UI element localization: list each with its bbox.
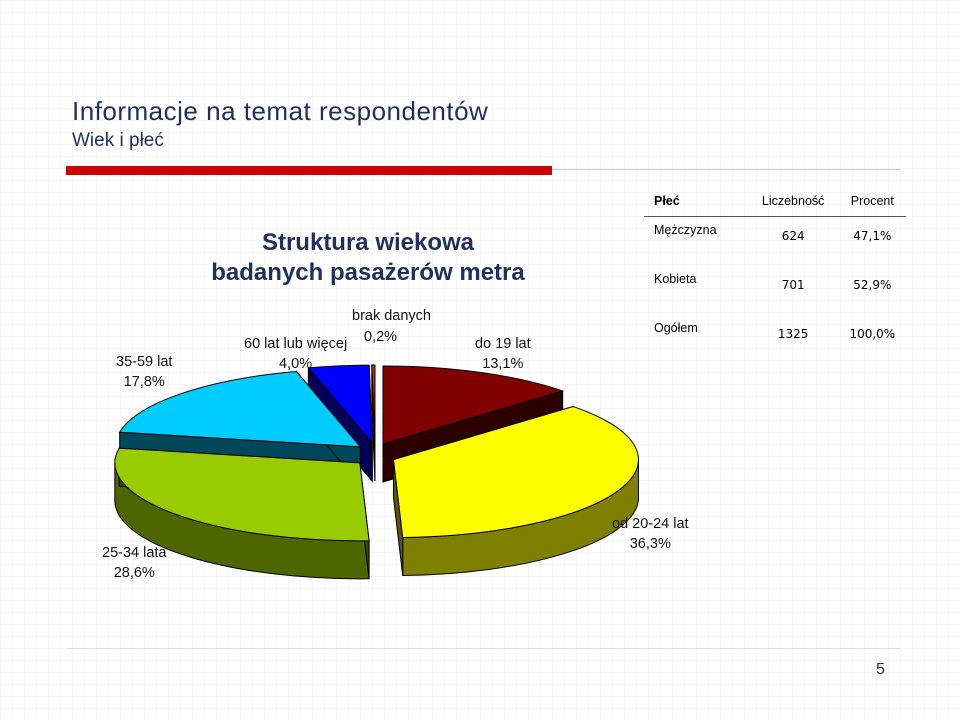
pie-slice-35-59-lat — [118, 371, 362, 448]
footer-rule — [66, 648, 900, 649]
table-cell-category: Ogółem — [654, 321, 698, 335]
table-cell-percent: 52,9% — [853, 278, 892, 292]
pie-slice-do-19-lat — [382, 365, 565, 445]
table-cell-category: Mężczyzna — [654, 223, 717, 237]
pie-label-name: 60 lat lub więcej — [244, 336, 348, 352]
table-row: Ogółem 1325 100,0% — [644, 315, 906, 364]
pie-slice-25-34-lata — [114, 447, 370, 542]
table-row: Mężczyzna 624 47,1% — [644, 217, 906, 267]
pie-label-value: 28,6% — [113, 565, 155, 581]
title-rule — [66, 166, 552, 175]
pie-label-name: brak danych — [352, 308, 431, 324]
pie-label-name: 25-34 lata — [102, 545, 167, 561]
pie-slice-od-20-24-lat — [392, 406, 639, 539]
pie-label-name: od 20-24 lat — [612, 516, 689, 532]
page-number: 5 — [876, 661, 885, 678]
pie-label-value: 17,8% — [123, 374, 165, 390]
table-cell-count: 1325 — [777, 327, 809, 341]
pie-label-name: 35-59 lat — [116, 354, 173, 370]
gender-table: Płeć Liczebność Procent Mężczyzna 624 47… — [644, 186, 906, 364]
table-header: Procent — [838, 186, 906, 217]
pie-label-name: do 19 lat — [475, 336, 531, 352]
pie-label-value: 4,0% — [279, 356, 313, 372]
table-cell-percent: 47,1% — [853, 229, 892, 243]
table-cell-percent: 100,0% — [849, 327, 896, 341]
pie-slice-60-lat-lub-wi-cej — [307, 364, 373, 445]
pie-label-25-34-lata: 25-34 lata 28,6% — [102, 543, 167, 583]
table-cell-count: 701 — [781, 278, 805, 292]
slide-subtitle: Wiek i płeć — [72, 130, 164, 151]
pie-label-od-20-24-lat: od 20-24 lat 36,3% — [612, 514, 689, 554]
pie-label-60-lat: 60 lat lub więcej 4,0% — [244, 334, 347, 374]
title-rule-thin — [552, 169, 900, 170]
pie-label-brak-danych: brak danych — [352, 306, 431, 326]
table-header: Liczebność — [747, 186, 839, 217]
table-cell-category: Kobieta — [654, 272, 697, 286]
slide-title: Informacje na temat respondentów — [72, 96, 489, 126]
pie-label-35-59-lat: 35-59 lat 17,8% — [116, 352, 172, 392]
table-header: Płeć — [644, 186, 748, 217]
pie-label-do-19-lat: do 19 lat 13,1% — [475, 334, 531, 374]
pie-label-value: 13,1% — [482, 356, 524, 372]
table-cell-count: 624 — [781, 229, 805, 243]
pie-label-value: 36,3% — [629, 536, 671, 552]
table-header-row: Płeć Liczebność Procent — [644, 186, 906, 217]
chart-title: Struktura wiekowa badanych pasażerów met… — [211, 229, 525, 286]
pie-label-brak-danych-value: 0,2% — [364, 329, 398, 345]
pie-slice-brak-danych — [371, 364, 376, 444]
table-row: Kobieta 701 52,9% — [644, 266, 906, 315]
